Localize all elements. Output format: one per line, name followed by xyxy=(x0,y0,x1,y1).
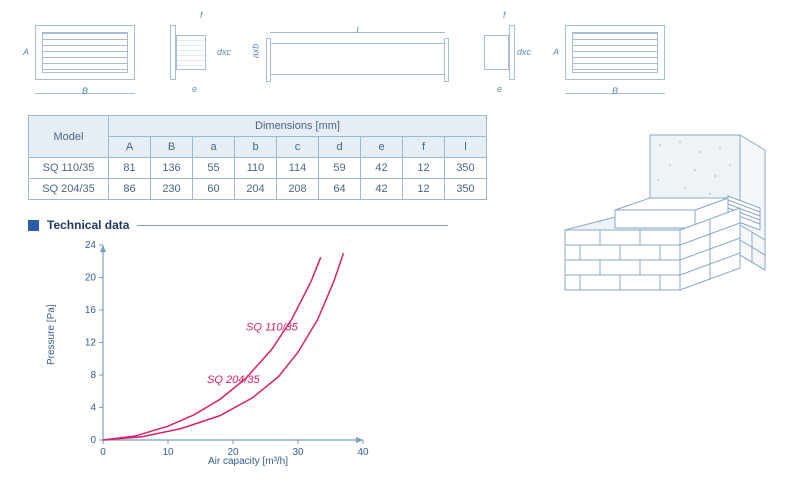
svg-text:8: 8 xyxy=(90,370,96,381)
dim-dxc-label-1: dxc xyxy=(217,47,231,57)
value-cell: 86 xyxy=(109,179,151,200)
value-cell: 204 xyxy=(235,179,277,200)
value-cell: 12 xyxy=(403,179,445,200)
col-header: f xyxy=(403,137,445,158)
col-header: e xyxy=(361,137,403,158)
svg-text:4: 4 xyxy=(90,403,96,414)
flange-right xyxy=(444,38,449,82)
dim-A-label-2: A xyxy=(553,47,559,57)
chart-heading: Technical data xyxy=(28,218,448,232)
col-header: c xyxy=(277,137,319,158)
value-cell: 60 xyxy=(193,179,235,200)
model-cell: SQ 110/35 xyxy=(29,158,109,179)
side-flange-r xyxy=(509,25,515,80)
chart-ylabel: Pressure [Pa] xyxy=(46,304,57,365)
dim-dxc-label-2: dxc xyxy=(517,47,531,57)
side-view-r-shape xyxy=(475,25,515,80)
col-header: a xyxy=(193,137,235,158)
technical-drawings-row: A B f e dxc axb l f e dxc xyxy=(20,10,780,95)
value-cell: 350 xyxy=(445,179,487,200)
value-cell: 12 xyxy=(403,158,445,179)
chart-xlabel: Air capacity [m³/h] xyxy=(208,456,288,467)
svg-text:40: 40 xyxy=(357,447,369,458)
drawing-side-2: f e dxc xyxy=(475,25,515,80)
value-cell: 64 xyxy=(319,179,361,200)
value-cell: 136 xyxy=(151,158,193,179)
install-svg xyxy=(560,130,770,300)
value-cell: 59 xyxy=(319,158,361,179)
value-cell: 42 xyxy=(361,158,403,179)
dim-e-label-1: e xyxy=(192,84,197,94)
chart-section: Technical data Pressure [Pa] 0 4 8 12 16 20 24… xyxy=(28,218,448,465)
svg-text:24: 24 xyxy=(85,240,97,251)
side-duct xyxy=(176,35,206,70)
value-cell: 114 xyxy=(277,158,319,179)
dim-B-arrow-2: B xyxy=(565,86,665,94)
dimensions-table: Model Dimensions [mm] ABabcdefl SQ 110/3… xyxy=(28,115,487,200)
flange-left xyxy=(266,38,271,82)
svg-text:30: 30 xyxy=(292,447,304,458)
svg-text:SQ 204/35: SQ 204/35 xyxy=(207,374,260,386)
dim-l-arrow: l xyxy=(270,25,445,33)
svg-text:10: 10 xyxy=(162,447,174,458)
value-cell: 81 xyxy=(109,158,151,179)
chart-heading-text: Technical data xyxy=(47,218,129,232)
install-diagram xyxy=(560,130,770,300)
col-header: b xyxy=(235,137,277,158)
dim-f-label-2: f xyxy=(503,10,506,20)
side-duct-r xyxy=(484,35,509,70)
value-cell: 208 xyxy=(277,179,319,200)
drawing-front-grille-1: A B xyxy=(35,25,135,80)
model-cell: SQ 204/35 xyxy=(29,179,109,200)
table-row: SQ 110/358113655110114594212350 xyxy=(29,158,487,179)
value-cell: 110 xyxy=(235,158,277,179)
dim-f-label-1: f xyxy=(200,10,203,20)
table-head: Model Dimensions [mm] ABabcdefl xyxy=(29,116,487,158)
chart-svg: 04812162024010203040SQ 110/35SQ 204/35 xyxy=(83,240,383,480)
value-cell: 42 xyxy=(361,179,403,200)
table-row: SQ 204/358623060204208644212350 xyxy=(29,179,487,200)
col-header: A xyxy=(109,137,151,158)
grille-front-2 xyxy=(565,25,665,80)
dim-l-label: l xyxy=(357,25,359,35)
col-header: B xyxy=(151,137,193,158)
drawing-side-1: f e dxc xyxy=(170,25,215,80)
svg-text:SQ 110/35: SQ 110/35 xyxy=(246,321,299,333)
svg-text:0: 0 xyxy=(90,435,96,446)
top-duct-shape xyxy=(270,43,445,75)
drawing-top-duct: axb l xyxy=(270,43,445,75)
dim-B-label-2: B xyxy=(612,86,618,96)
value-cell: 55 xyxy=(193,158,235,179)
chart-heading-line xyxy=(137,225,448,226)
table-body: SQ 110/358113655110114594212350SQ 204/35… xyxy=(29,158,487,200)
svg-text:0: 0 xyxy=(100,447,106,458)
model-header: Model xyxy=(29,116,109,158)
svg-text:16: 16 xyxy=(85,305,97,316)
value-cell: 350 xyxy=(445,158,487,179)
drawing-front-grille-2: A B xyxy=(565,25,665,80)
dim-header: Dimensions [mm] xyxy=(109,116,487,137)
svg-text:12: 12 xyxy=(85,338,97,349)
dim-axb-label: axb xyxy=(250,43,260,58)
dim-A-label: A xyxy=(23,47,29,57)
col-header: d xyxy=(319,137,361,158)
value-cell: 230 xyxy=(151,179,193,200)
dim-B-arrow: B xyxy=(35,86,135,94)
side-view-shape xyxy=(170,25,215,80)
dim-e-label-2: e xyxy=(497,84,502,94)
chart-container: 04812162024010203040SQ 110/35SQ 204/35 xyxy=(83,240,363,465)
col-header: l xyxy=(445,137,487,158)
svg-text:20: 20 xyxy=(85,273,97,284)
grille-front xyxy=(35,25,135,80)
dim-B-label: B xyxy=(82,86,88,96)
